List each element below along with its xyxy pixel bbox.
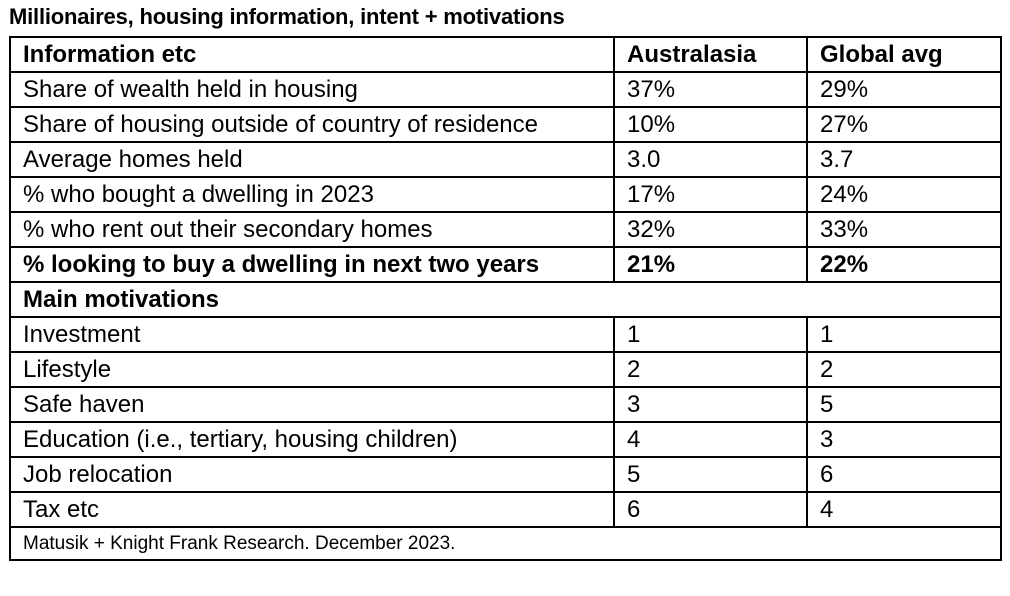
table-row: Share of wealth held in housing 37% 29%: [9, 71, 1002, 108]
header-global-avg: Global avg: [806, 36, 1002, 73]
australasia-value: 4: [613, 421, 808, 458]
table-row: Share of housing outside of country of r…: [9, 106, 1002, 143]
australasia-value: 3: [613, 386, 808, 423]
row-label: % looking to buy a dwelling in next two …: [9, 246, 615, 283]
section-row: Main motivations: [9, 281, 1002, 318]
table-row: Average homes held 3.0 3.7: [9, 141, 1002, 178]
global-value: 5: [806, 386, 1002, 423]
row-label: Investment: [9, 316, 615, 353]
table-row: Investment 1 1: [9, 316, 1002, 353]
australasia-value: 6: [613, 491, 808, 528]
table-row: % who rent out their secondary homes 32%…: [9, 211, 1002, 248]
row-label: Job relocation: [9, 456, 615, 493]
global-value: 33%: [806, 211, 1002, 248]
source-note: Matusik + Knight Frank Research. Decembe…: [9, 526, 1002, 561]
table-row: Lifestyle 2 2: [9, 351, 1002, 388]
section-heading: Main motivations: [9, 281, 1002, 318]
table-row: % who bought a dwelling in 2023 17% 24%: [9, 176, 1002, 213]
global-value: 3: [806, 421, 1002, 458]
header-information: Information etc: [9, 36, 615, 73]
global-value: 27%: [806, 106, 1002, 143]
row-label: Share of housing outside of country of r…: [9, 106, 615, 143]
row-label: Average homes held: [9, 141, 615, 178]
table-title: Millionaires, housing information, inten…: [9, 4, 565, 29]
table-row: Tax etc 6 4: [9, 491, 1002, 528]
australasia-value: 3.0: [613, 141, 808, 178]
row-label: Tax etc: [9, 491, 615, 528]
table-row: Education (i.e., tertiary, housing child…: [9, 421, 1002, 458]
table-row: Safe haven 3 5: [9, 386, 1002, 423]
source-row: Matusik + Knight Frank Research. Decembe…: [9, 526, 1002, 561]
header-australasia: Australasia: [613, 36, 808, 73]
row-label: Education (i.e., tertiary, housing child…: [9, 421, 615, 458]
global-value: 29%: [806, 71, 1002, 108]
global-value: 3.7: [806, 141, 1002, 178]
header-row: Information etc Australasia Global avg: [9, 36, 1002, 73]
australasia-value: 17%: [613, 176, 808, 213]
australasia-value: 1: [613, 316, 808, 353]
row-label: Lifestyle: [9, 351, 615, 388]
housing-table: Information etc Australasia Global avg S…: [9, 36, 1002, 561]
australasia-value: 32%: [613, 211, 808, 248]
global-value: 1: [806, 316, 1002, 353]
global-value: 24%: [806, 176, 1002, 213]
australasia-value: 5: [613, 456, 808, 493]
australasia-value: 10%: [613, 106, 808, 143]
row-label: % who rent out their secondary homes: [9, 211, 615, 248]
global-value: 6: [806, 456, 1002, 493]
table-row-highlight: % looking to buy a dwelling in next two …: [9, 246, 1002, 283]
global-value: 2: [806, 351, 1002, 388]
australasia-value: 21%: [613, 246, 808, 283]
global-value: 22%: [806, 246, 1002, 283]
row-label: Safe haven: [9, 386, 615, 423]
table-row: Job relocation 5 6: [9, 456, 1002, 493]
australasia-value: 37%: [613, 71, 808, 108]
row-label: % who bought a dwelling in 2023: [9, 176, 615, 213]
global-value: 4: [806, 491, 1002, 528]
australasia-value: 2: [613, 351, 808, 388]
row-label: Share of wealth held in housing: [9, 71, 615, 108]
